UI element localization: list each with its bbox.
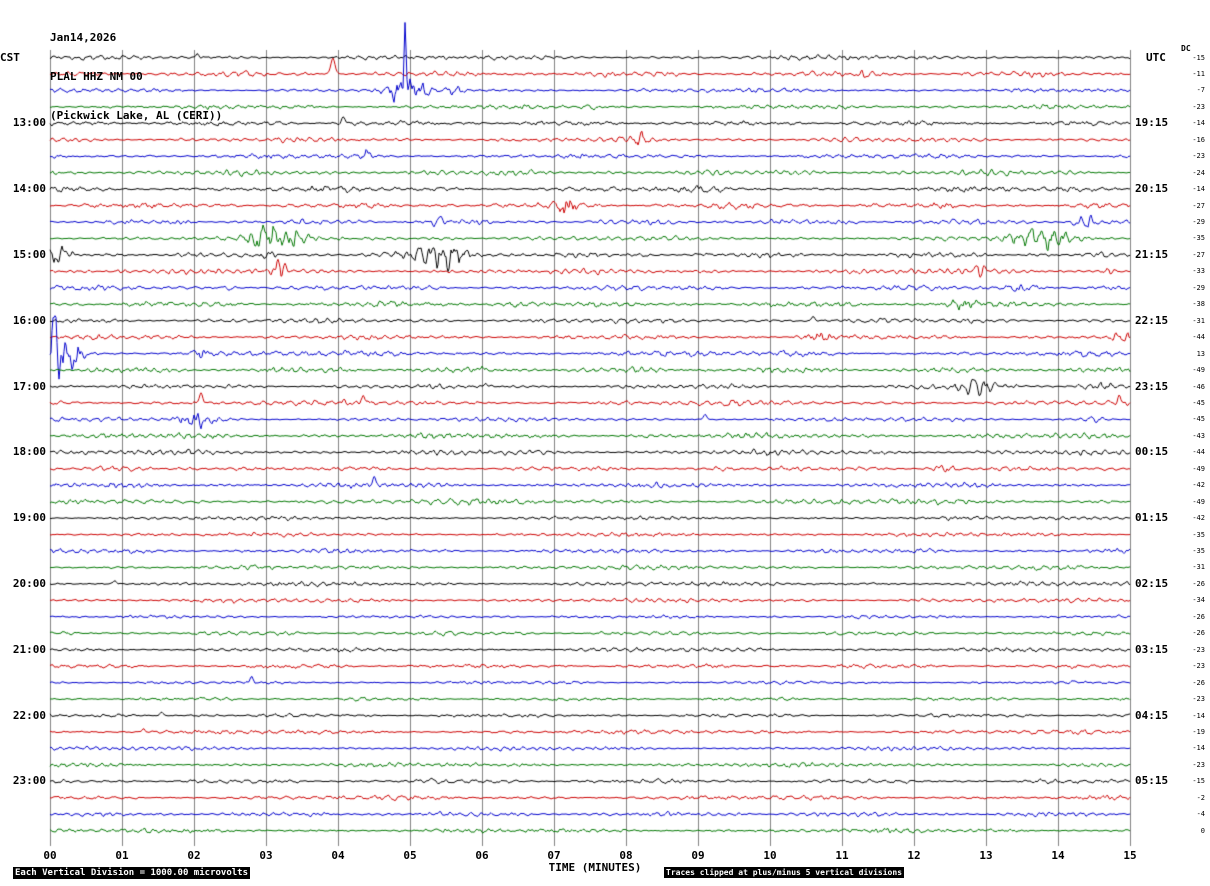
dc-column-label: DC bbox=[1181, 44, 1191, 53]
dc-offset-value: -42 bbox=[1192, 481, 1205, 490]
right-hour-label: 21:15 bbox=[1135, 247, 1169, 261]
dc-offset-value: -45 bbox=[1192, 398, 1205, 407]
dc-offset-value: -14 bbox=[1192, 711, 1205, 720]
dc-offset-value: -4 bbox=[1196, 810, 1205, 819]
dc-offset-value: -16 bbox=[1192, 135, 1205, 144]
minute-tick-label: 12 bbox=[907, 849, 921, 862]
clip-note: Traces clipped at plus/minus 5 vertical … bbox=[664, 867, 905, 878]
dc-offset-value: -23 bbox=[1192, 695, 1205, 704]
dc-offset-value: -26 bbox=[1192, 629, 1205, 638]
dc-offset-value: -26 bbox=[1192, 612, 1205, 621]
dc-offset-value: -23 bbox=[1192, 645, 1205, 654]
dc-offset-value: -2 bbox=[1196, 793, 1205, 802]
right-hour-label: 22:15 bbox=[1135, 313, 1169, 327]
dc-offset-value: -11 bbox=[1192, 69, 1205, 78]
dc-offset-value: -26 bbox=[1192, 678, 1205, 687]
dc-offset-value: -44 bbox=[1192, 333, 1205, 342]
left-hour-label: 13:00 bbox=[12, 116, 46, 130]
dc-offset-value: -45 bbox=[1192, 415, 1205, 424]
dc-offset-value: -29 bbox=[1192, 218, 1205, 226]
dc-offset-value: -49 bbox=[1192, 366, 1205, 375]
dc-offset-value: -35 bbox=[1192, 547, 1205, 555]
dc-offset-value: -46 bbox=[1192, 382, 1205, 391]
minute-tick-label: 06 bbox=[475, 849, 489, 862]
right-hour-label: 01:15 bbox=[1135, 511, 1169, 525]
minute-tick-label: 08 bbox=[619, 849, 633, 862]
dc-offset-value: -14 bbox=[1192, 744, 1205, 753]
dc-offset-value: 13 bbox=[1196, 349, 1205, 358]
dc-offset-value: -34 bbox=[1192, 596, 1205, 605]
dc-offset-value: -14 bbox=[1192, 119, 1205, 128]
left-hour-label: 14:00 bbox=[12, 182, 46, 196]
dc-offset-value: -42 bbox=[1192, 514, 1205, 523]
right-hour-label: 05:15 bbox=[1135, 774, 1169, 788]
x-axis-title: TIME (MINUTES) bbox=[548, 861, 642, 874]
minute-tick-label: 03 bbox=[259, 849, 273, 862]
left-hour-label: 18:00 bbox=[12, 445, 46, 459]
dc-offset-value: -7 bbox=[1196, 86, 1205, 95]
left-hour-label: 21:00 bbox=[12, 642, 46, 656]
minute-tick-label: 04 bbox=[331, 849, 345, 862]
left-hour-label: 17:00 bbox=[12, 379, 46, 393]
right-hour-label: 23:15 bbox=[1135, 379, 1169, 393]
dc-offset-value: -35 bbox=[1192, 234, 1205, 243]
dc-offset-value: -43 bbox=[1192, 431, 1205, 440]
dc-offset-value: -14 bbox=[1192, 185, 1205, 194]
minute-tick-label: 11 bbox=[835, 849, 849, 862]
left-hour-label: 16:00 bbox=[12, 313, 46, 327]
scale-note: Each Vertical Division = 1000.00 microvo… bbox=[13, 867, 250, 879]
dc-offset-value: -35 bbox=[1192, 530, 1205, 539]
minute-tick-label: 07 bbox=[547, 849, 561, 862]
minute-tick-label: 05 bbox=[403, 849, 417, 862]
dc-offset-value: -23 bbox=[1192, 152, 1205, 161]
left-hour-label: 23:00 bbox=[12, 774, 46, 788]
dc-offset-value: -49 bbox=[1192, 497, 1205, 506]
right-hour-label: 19:15 bbox=[1135, 116, 1169, 130]
dc-offset-value: -26 bbox=[1192, 579, 1205, 588]
minute-tick-label: 01 bbox=[115, 849, 129, 862]
dc-offset-value: -44 bbox=[1192, 448, 1205, 457]
dc-offset-value: 0 bbox=[1200, 826, 1205, 835]
dc-offset-value: -15 bbox=[1192, 777, 1205, 786]
minute-tick-label: 09 bbox=[691, 849, 705, 862]
plot-header: Jan14,2026 PLAL HHZ NM 00 (Pickwick Lake… bbox=[50, 5, 222, 148]
right-timezone-label: UTC bbox=[1146, 50, 1166, 64]
dc-offset-value: -27 bbox=[1192, 201, 1205, 210]
dc-offset-value: -38 bbox=[1192, 300, 1205, 309]
minute-tick-label: 02 bbox=[187, 849, 201, 862]
dc-offset-value: -23 bbox=[1192, 760, 1205, 769]
dc-offset-value: -24 bbox=[1192, 168, 1205, 177]
minute-tick-label: 14 bbox=[1051, 849, 1065, 862]
right-hour-label: 02:15 bbox=[1135, 576, 1169, 590]
dc-offset-value: -31 bbox=[1192, 316, 1205, 325]
left-timezone-label: CST bbox=[0, 50, 20, 64]
left-hour-label: 20:00 bbox=[12, 576, 46, 590]
minute-tick-label: 13 bbox=[979, 849, 993, 862]
dc-offset-value: -31 bbox=[1192, 563, 1205, 572]
header-station-code: PLAL HHZ NM 00 bbox=[50, 70, 143, 83]
header-station-location: (Pickwick Lake, AL (CERI)) bbox=[50, 109, 223, 122]
header-date: Jan14,2026 bbox=[50, 31, 117, 44]
minute-tick-label: 00 bbox=[43, 849, 57, 862]
minute-tick-label: 15 bbox=[1123, 849, 1137, 862]
right-hour-label: 03:15 bbox=[1135, 642, 1169, 656]
dc-offset-value: -23 bbox=[1192, 102, 1205, 111]
dc-offset-value: -33 bbox=[1192, 267, 1205, 276]
left-hour-label: 22:00 bbox=[12, 708, 46, 722]
dc-offset-value: -49 bbox=[1192, 464, 1205, 473]
left-hour-label: 15:00 bbox=[12, 247, 46, 261]
right-hour-label: 00:15 bbox=[1135, 445, 1169, 459]
dc-offset-value: -29 bbox=[1192, 283, 1205, 292]
dc-offset-value: -27 bbox=[1192, 250, 1205, 259]
right-hour-label: 20:15 bbox=[1135, 182, 1169, 196]
dc-offset-value: -15 bbox=[1192, 53, 1205, 62]
right-hour-label: 04:15 bbox=[1135, 708, 1169, 722]
minute-tick-label: 10 bbox=[763, 849, 777, 862]
left-hour-label: 19:00 bbox=[12, 511, 46, 525]
dc-offset-value: -19 bbox=[1192, 727, 1205, 736]
dc-offset-value: -23 bbox=[1192, 662, 1205, 671]
